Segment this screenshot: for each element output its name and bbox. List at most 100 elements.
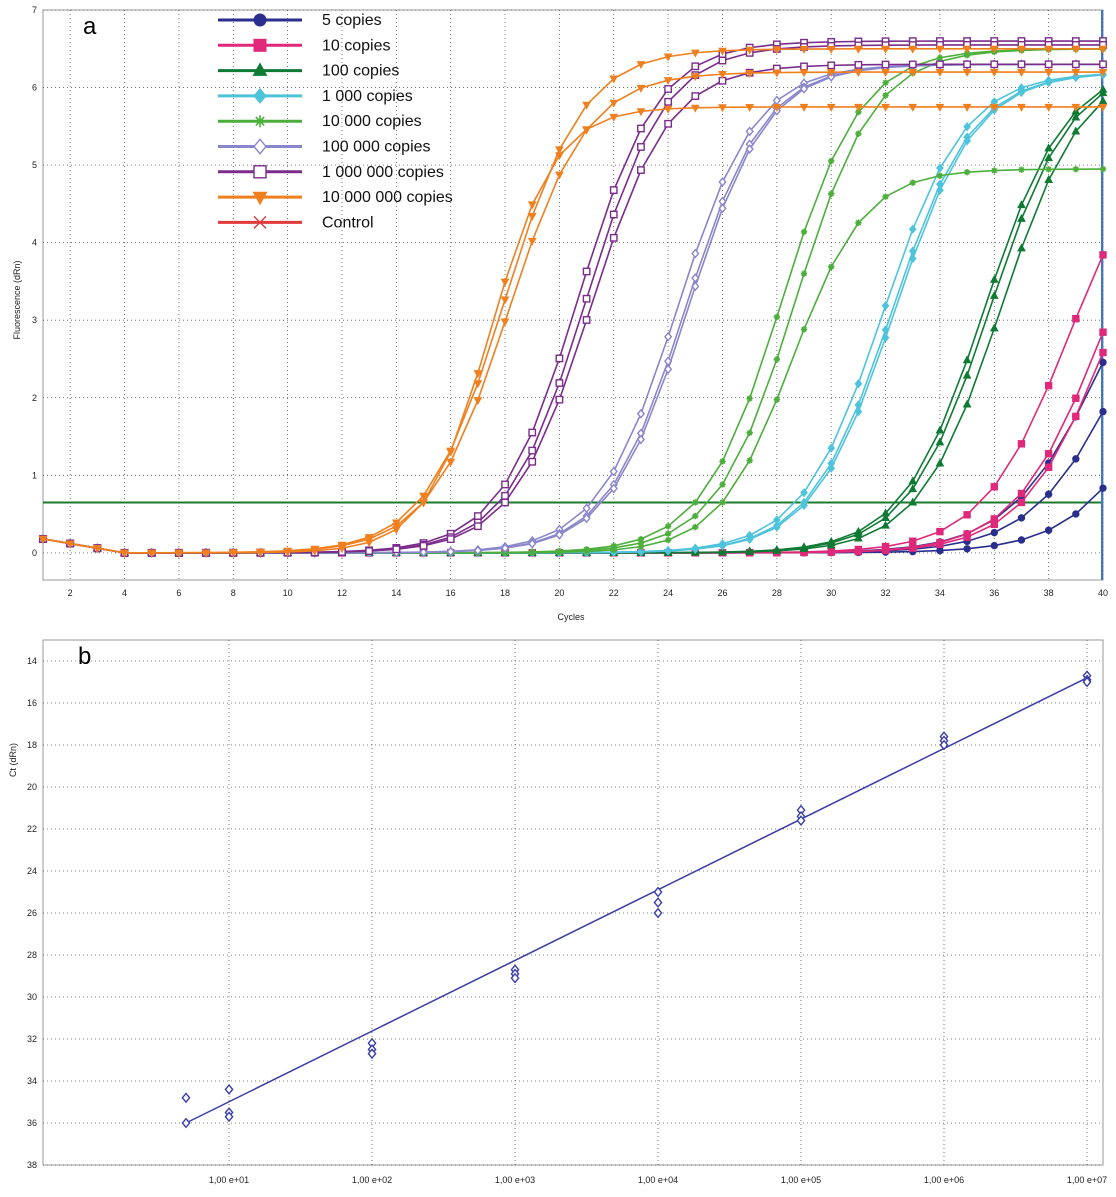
curve-point <box>1099 60 1107 69</box>
x-tick-label: 2 <box>68 588 73 598</box>
curve-point <box>38 535 48 544</box>
curve-point <box>962 370 972 379</box>
curve-point <box>500 543 510 554</box>
curve-point <box>1099 407 1107 416</box>
curve-point <box>935 458 945 467</box>
curve-point <box>501 498 509 507</box>
curve-point <box>256 549 265 558</box>
curve-point <box>1072 314 1080 323</box>
curve-point <box>935 425 945 434</box>
curve-point <box>609 113 619 122</box>
curve-point <box>989 45 999 54</box>
curve-point <box>1044 78 1053 88</box>
x-tick-label: 14 <box>391 588 401 598</box>
curve-point <box>582 101 591 110</box>
curve-point <box>609 186 618 194</box>
curve-point <box>446 458 456 467</box>
curve-point <box>772 545 782 554</box>
chart-b: 1,00 e+01 1,00 e+02 1,00 e+03 1,00 e+04 1,00… <box>8 639 1107 1185</box>
curve-point <box>583 548 590 555</box>
ct-point <box>653 897 663 908</box>
curve-point <box>310 547 320 556</box>
curve-point <box>800 326 808 333</box>
curve-point <box>637 543 645 550</box>
y-tick-label: 20 <box>27 782 37 792</box>
curve-point <box>962 399 972 408</box>
curve-point <box>909 544 917 552</box>
curve-point <box>473 397 483 406</box>
curve-point <box>1044 68 1054 77</box>
curve-point <box>855 219 862 226</box>
curve-point <box>909 179 916 186</box>
y-tick-label: 1 <box>32 470 37 480</box>
curve-point <box>828 157 835 165</box>
x-tick-label: 30 <box>826 588 836 598</box>
y-tick-label: 26 <box>27 908 37 918</box>
curve-point <box>881 103 890 112</box>
curve-point <box>881 333 890 343</box>
curve-point <box>828 190 835 198</box>
curve-point <box>473 370 483 379</box>
curve-point <box>610 546 617 554</box>
curve-point <box>989 103 999 112</box>
curve-point <box>1017 536 1026 544</box>
curve-point <box>745 70 755 78</box>
curve-point <box>908 68 918 77</box>
x-tick-label: 24 <box>663 588 673 598</box>
curve-point <box>908 254 917 264</box>
curve-point <box>719 481 726 488</box>
curves-a <box>38 38 1108 558</box>
curve-point <box>990 60 999 69</box>
curve-point <box>555 395 564 404</box>
curve-point <box>1017 514 1026 522</box>
y-tick-label: 24 <box>27 866 37 876</box>
x-tick-label: 32 <box>881 588 891 598</box>
curve-point <box>1017 440 1026 448</box>
curve-point <box>745 104 755 112</box>
curve-point <box>908 224 917 234</box>
curve-point <box>1017 68 1026 77</box>
curve-point <box>881 69 890 77</box>
y-tick-label: 5 <box>32 160 37 170</box>
curve-point <box>854 103 863 112</box>
curve-point <box>692 523 699 531</box>
curve-point <box>582 267 591 276</box>
curve-point <box>908 60 917 69</box>
curve-point <box>1098 103 1108 112</box>
legend-marker <box>254 115 266 128</box>
x-tick-label: 40 <box>1098 588 1108 598</box>
curve-point <box>582 316 591 324</box>
curve-point <box>501 480 509 489</box>
curve-point <box>1098 68 1108 77</box>
curve-point <box>963 121 971 132</box>
curve-point <box>718 104 727 113</box>
legend-marker <box>253 87 267 104</box>
curve-point <box>1098 96 1108 105</box>
curve-point <box>936 546 944 555</box>
curve-point <box>528 428 537 437</box>
legend-marker <box>253 13 267 27</box>
points-b <box>181 670 1092 1129</box>
x-tick-label: 10 <box>283 588 293 598</box>
ticks-b: 1,00 e+01 1,00 e+02 1,00 e+03 1,00 e+04 1,00… <box>27 656 1107 1185</box>
curve-point <box>908 476 918 485</box>
curve-point <box>963 136 971 146</box>
curve-point <box>1044 381 1053 390</box>
curve-point <box>555 152 564 161</box>
curve-point <box>882 79 889 86</box>
curve-point <box>419 541 428 550</box>
curve-point <box>963 51 971 59</box>
curve-point <box>663 105 673 114</box>
curve-point <box>718 56 727 65</box>
curve-point <box>882 193 889 200</box>
curve-point <box>636 108 646 117</box>
curve-point <box>989 323 999 332</box>
curve-point <box>664 119 673 128</box>
curve-point <box>773 356 781 363</box>
curve-point <box>636 84 646 93</box>
curve-point <box>1044 526 1053 534</box>
curve-point <box>882 92 889 99</box>
curve-point <box>555 529 564 540</box>
y-tick-label: 7 <box>32 5 37 15</box>
curve-point <box>529 549 536 556</box>
